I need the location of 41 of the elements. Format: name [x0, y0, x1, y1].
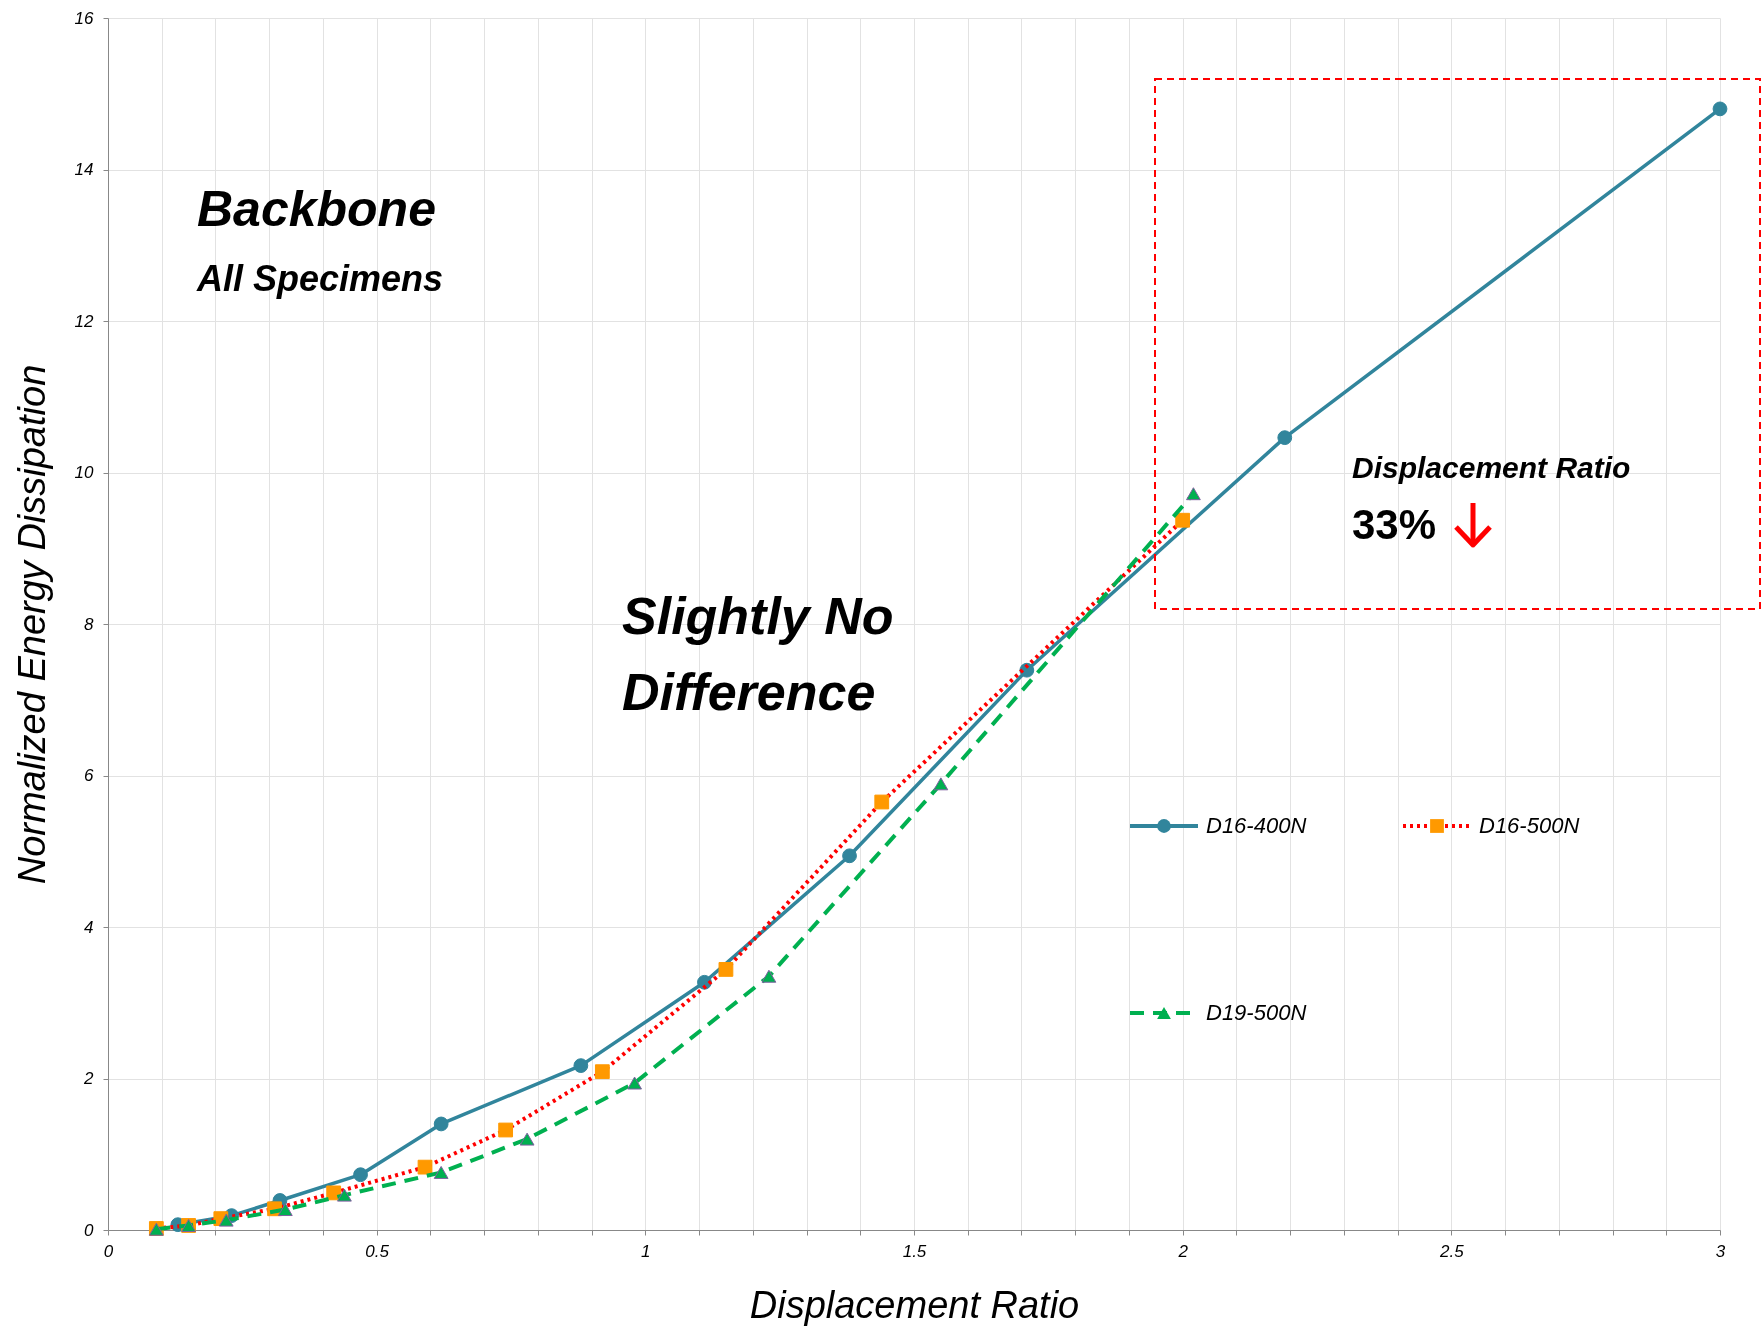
point	[519, 1132, 535, 1146]
legend-label: D16-500N	[1479, 813, 1580, 838]
y-tick-label: 16	[74, 8, 95, 28]
x-tick-label: 3	[1715, 1241, 1726, 1261]
y-tick-label: 2	[83, 1069, 95, 1088]
y-tick-label: 4	[84, 917, 94, 937]
x-tick-label: 2	[1177, 1241, 1189, 1261]
point	[353, 1167, 368, 1183]
point	[842, 848, 857, 864]
y-tick-label: 14	[74, 160, 94, 179]
y-tick-label: 6	[84, 766, 95, 785]
y-tick-label: 8	[84, 614, 95, 634]
point	[761, 969, 777, 983]
point	[933, 777, 949, 791]
point	[433, 1116, 449, 1132]
y-tick-label: 0	[84, 1220, 95, 1240]
point	[277, 1203, 293, 1217]
point	[1186, 487, 1201, 501]
x-tick-label: 2.5	[1439, 1241, 1465, 1261]
point	[337, 1188, 352, 1202]
legend-label: D19-500N	[1206, 1000, 1307, 1025]
x-tick-label: 1	[641, 1241, 651, 1261]
x-tick-label: 0.5	[365, 1241, 390, 1261]
x-axis-title: Displacement Ratio	[749, 1283, 1080, 1326]
annotation: All Specimens	[196, 258, 444, 299]
annotation: Backbone	[197, 181, 436, 237]
point	[1277, 430, 1293, 446]
y-tick-label: 12	[74, 311, 95, 331]
annotation: Displacement Ratio	[1352, 451, 1631, 484]
point	[627, 1076, 642, 1090]
legend-label: D16-400N	[1206, 813, 1307, 838]
point	[433, 1165, 449, 1179]
y-tick-label: 10	[74, 463, 95, 482]
point	[218, 1213, 234, 1227]
annotation: Slightly No Difference	[622, 587, 894, 721]
point	[573, 1058, 589, 1073]
annotation: 33%	[1352, 501, 1437, 548]
x-tick-label: 0	[103, 1241, 114, 1261]
x-tick-label: 1.5	[902, 1241, 927, 1261]
y-axis-title: Normalized Energy Dissipation	[10, 364, 53, 885]
point	[1712, 101, 1728, 117]
